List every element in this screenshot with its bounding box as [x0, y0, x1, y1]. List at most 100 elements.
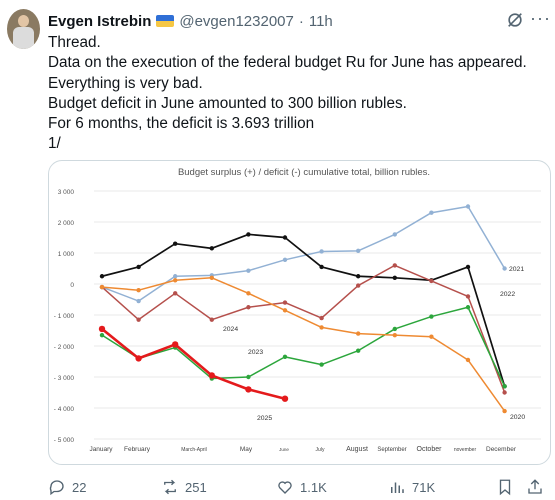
- like-button[interactable]: 1.1K: [276, 476, 327, 498]
- data-point-2022: [173, 241, 178, 246]
- reply-button[interactable]: 22: [48, 476, 86, 498]
- reply-icon: [49, 480, 64, 496]
- series-label-2024: 2024: [223, 326, 238, 333]
- data-point-2025: [208, 372, 215, 379]
- data-point-2025: [281, 395, 289, 402]
- x-tick-label: March-April: [181, 447, 207, 453]
- avatar-body: [13, 27, 34, 49]
- data-point-2024: [465, 294, 471, 299]
- author-handle[interactable]: @evgen1232007: [179, 12, 294, 30]
- tweet-line: Data on the execution of the federal bud…: [48, 54, 527, 72]
- data-point-2020: [209, 275, 214, 280]
- data-point-2021: [356, 248, 361, 254]
- data-point-2020: [319, 325, 324, 330]
- data-point-2022: [319, 264, 324, 270]
- y-tick-label: - 2 000: [54, 344, 75, 351]
- reply-count: 22: [72, 479, 87, 495]
- data-point-2023: [502, 384, 507, 389]
- series-label-2023: 2023: [248, 349, 263, 356]
- data-point-2020: [246, 291, 251, 296]
- data-point-2023: [392, 326, 397, 332]
- data-point-2021: [465, 204, 471, 209]
- tweet-line: Everything is very bad.: [48, 74, 203, 92]
- series-label-2025: 2025: [257, 415, 272, 422]
- data-point-2021: [502, 266, 507, 271]
- tweet-line: Budget deficit in June amounted to 300 b…: [48, 94, 407, 112]
- data-point-2022: [356, 274, 361, 279]
- avatar[interactable]: [7, 9, 40, 49]
- views-count: 71K: [412, 479, 436, 495]
- data-point-2023: [99, 332, 105, 338]
- data-point-2021: [392, 232, 397, 237]
- ukraine-flag-icon: [156, 15, 175, 27]
- repost-count: 251: [185, 479, 207, 495]
- data-point-2024: [136, 317, 141, 322]
- x-tick-label: november: [454, 447, 477, 453]
- tweet-line: 1/: [48, 135, 61, 153]
- data-point-2024: [356, 283, 361, 288]
- separator-dot: ·: [298, 12, 304, 30]
- author-name[interactable]: Evgen Istrebin: [48, 12, 152, 30]
- x-tick-label: January: [89, 446, 113, 453]
- post-time[interactable]: 11h: [308, 12, 333, 30]
- y-tick-label: - 4 000: [54, 406, 75, 413]
- data-point-2020: [502, 408, 507, 414]
- data-point-2021: [282, 257, 288, 263]
- data-point-2020: [392, 332, 397, 338]
- data-point-2020: [465, 357, 471, 363]
- data-point-2022: [209, 246, 214, 251]
- y-tick-label: - 5 000: [54, 437, 75, 444]
- data-point-2025: [245, 386, 252, 393]
- data-point-2023: [429, 314, 434, 319]
- repost-icon: [164, 479, 176, 495]
- x-tick-label: October: [417, 446, 443, 453]
- data-point-2024: [246, 305, 251, 310]
- data-point-2022: [99, 274, 105, 279]
- data-point-2020: [429, 334, 434, 339]
- data-point-2024: [392, 263, 397, 268]
- views-button[interactable]: 71K: [388, 476, 435, 498]
- x-tick-label: August: [346, 446, 368, 453]
- chart-image[interactable]: Budget surplus (+) / deficit (-) cumulat…: [48, 160, 551, 465]
- share-icon: [528, 479, 542, 494]
- repost-button[interactable]: 251: [161, 476, 207, 498]
- data-point-2023: [282, 354, 288, 360]
- series-label-2021: 2021: [509, 266, 524, 273]
- chart-title: Budget surplus (+) / deficit (-) cumulat…: [178, 167, 430, 178]
- y-tick-label: - 3 000: [54, 375, 75, 382]
- series-label-2022: 2022: [500, 291, 515, 298]
- series-label-2020: 2020: [510, 414, 525, 421]
- data-point-2021: [246, 268, 251, 273]
- x-tick-label: February: [124, 446, 151, 453]
- bookmark-button[interactable]: [496, 476, 514, 498]
- series-line-2022: [101, 233, 506, 387]
- x-tick-label: July: [316, 447, 325, 453]
- y-tick-label: 2 000: [58, 220, 75, 227]
- data-point-2024: [282, 300, 288, 305]
- data-point-2021: [429, 210, 434, 215]
- data-point-2024: [173, 291, 178, 296]
- action-bar: 22 251 1.1K 71K: [48, 476, 548, 498]
- x-tick-label: December: [486, 446, 517, 453]
- data-point-2024: [209, 317, 214, 322]
- data-point-2022: [282, 235, 288, 240]
- avatar-head: [18, 15, 29, 27]
- like-count: 1.1K: [300, 479, 327, 495]
- data-point-2021: [319, 249, 324, 254]
- like-icon: [278, 481, 292, 494]
- y-tick-label: 0: [70, 282, 74, 289]
- tweet-header: Evgen Istrebin @evgen1232007 · 11h: [48, 11, 333, 31]
- data-point-2020: [282, 308, 288, 313]
- share-button[interactable]: [526, 476, 544, 498]
- grok-icon[interactable]: [506, 11, 524, 29]
- data-point-2023: [319, 362, 324, 367]
- budget-chart: Budget surplus (+) / deficit (-) cumulat…: [54, 167, 541, 453]
- data-point-2021: [173, 274, 178, 279]
- data-point-2025: [98, 325, 106, 333]
- more-icon[interactable]: ···: [530, 8, 551, 28]
- series-line-2025: [101, 327, 286, 400]
- data-point-2024: [429, 278, 434, 284]
- data-point-2022: [392, 275, 397, 280]
- series-line-2021: [101, 205, 506, 302]
- tweet-text: Thread. Data on the execution of the fed…: [48, 33, 548, 155]
